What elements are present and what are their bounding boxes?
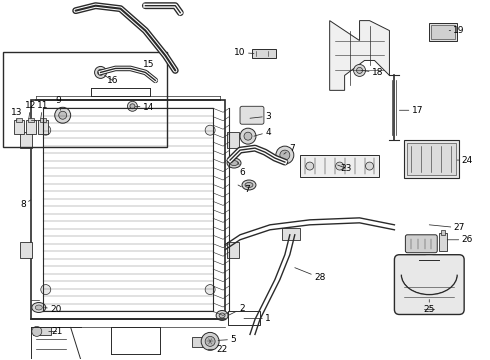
Circle shape bbox=[130, 104, 135, 109]
Bar bbox=[439, 233, 447, 251]
Bar bbox=[228, 311, 260, 325]
Bar bbox=[28, 118, 34, 122]
Circle shape bbox=[98, 69, 103, 75]
Ellipse shape bbox=[245, 183, 253, 188]
Bar bbox=[227, 242, 239, 258]
Text: 10: 10 bbox=[234, 48, 254, 57]
Text: 15: 15 bbox=[143, 60, 154, 72]
Text: 9: 9 bbox=[56, 96, 62, 110]
Circle shape bbox=[205, 336, 215, 346]
Text: 22: 22 bbox=[208, 345, 228, 354]
Text: 2: 2 bbox=[228, 304, 245, 315]
Bar bbox=[252, 49, 276, 58]
Text: 13: 13 bbox=[11, 108, 23, 120]
Circle shape bbox=[95, 67, 106, 78]
Circle shape bbox=[55, 107, 71, 123]
Bar bbox=[429, 23, 457, 41]
Circle shape bbox=[354, 64, 366, 76]
Text: 25: 25 bbox=[423, 300, 435, 314]
Bar bbox=[227, 132, 239, 148]
Circle shape bbox=[41, 285, 51, 294]
Circle shape bbox=[127, 101, 137, 111]
Ellipse shape bbox=[216, 310, 228, 320]
Ellipse shape bbox=[230, 161, 238, 166]
Bar bbox=[31, 100, 225, 319]
Bar bbox=[40, 118, 46, 122]
Text: 7: 7 bbox=[238, 185, 250, 194]
Bar bbox=[14, 120, 24, 134]
Circle shape bbox=[32, 327, 42, 336]
Ellipse shape bbox=[32, 302, 46, 312]
Text: 24: 24 bbox=[457, 156, 473, 165]
Bar bbox=[192, 337, 204, 347]
Bar bbox=[3, 53, 167, 147]
Bar bbox=[282, 228, 300, 240]
Ellipse shape bbox=[242, 180, 256, 190]
Ellipse shape bbox=[402, 256, 456, 293]
Circle shape bbox=[201, 332, 219, 350]
Bar bbox=[441, 230, 445, 235]
Text: 6: 6 bbox=[238, 162, 245, 176]
Circle shape bbox=[59, 111, 67, 119]
Text: 11: 11 bbox=[37, 101, 49, 118]
Circle shape bbox=[240, 128, 256, 144]
Text: 16: 16 bbox=[104, 75, 118, 85]
Text: 3: 3 bbox=[250, 112, 271, 121]
FancyBboxPatch shape bbox=[394, 255, 464, 315]
Circle shape bbox=[280, 150, 290, 160]
Circle shape bbox=[306, 162, 314, 170]
Ellipse shape bbox=[35, 305, 42, 310]
Bar bbox=[16, 118, 22, 122]
Text: 21: 21 bbox=[49, 327, 62, 336]
Text: 7: 7 bbox=[284, 144, 294, 154]
Bar bbox=[33, 328, 51, 336]
Text: 26: 26 bbox=[447, 235, 473, 244]
Circle shape bbox=[205, 285, 215, 294]
Bar bbox=[26, 120, 36, 134]
Bar bbox=[404, 140, 459, 178]
Text: 8: 8 bbox=[20, 200, 31, 210]
Bar bbox=[38, 120, 48, 134]
Bar bbox=[407, 143, 456, 175]
FancyBboxPatch shape bbox=[240, 106, 264, 124]
Text: 28: 28 bbox=[295, 268, 325, 282]
Text: 5: 5 bbox=[218, 335, 236, 344]
Circle shape bbox=[276, 146, 294, 164]
Text: 4: 4 bbox=[254, 128, 270, 137]
Text: 27: 27 bbox=[429, 223, 465, 232]
Text: 17: 17 bbox=[399, 106, 423, 115]
Circle shape bbox=[244, 132, 252, 140]
Bar bbox=[300, 155, 379, 177]
Bar bbox=[431, 24, 455, 39]
Circle shape bbox=[205, 125, 215, 135]
FancyBboxPatch shape bbox=[405, 235, 437, 253]
Ellipse shape bbox=[219, 313, 225, 318]
Circle shape bbox=[336, 162, 343, 170]
Text: 20: 20 bbox=[45, 305, 61, 314]
Text: 12: 12 bbox=[25, 101, 37, 118]
Text: 23: 23 bbox=[338, 163, 351, 172]
Polygon shape bbox=[330, 21, 390, 90]
Text: 19: 19 bbox=[449, 26, 465, 35]
Circle shape bbox=[357, 67, 363, 73]
Text: 14: 14 bbox=[135, 103, 154, 112]
Bar bbox=[20, 242, 32, 258]
Text: 1: 1 bbox=[244, 314, 271, 323]
Bar bbox=[20, 132, 32, 148]
Circle shape bbox=[41, 125, 51, 135]
Text: 18: 18 bbox=[362, 68, 383, 77]
Circle shape bbox=[366, 162, 373, 170]
Ellipse shape bbox=[227, 158, 241, 168]
